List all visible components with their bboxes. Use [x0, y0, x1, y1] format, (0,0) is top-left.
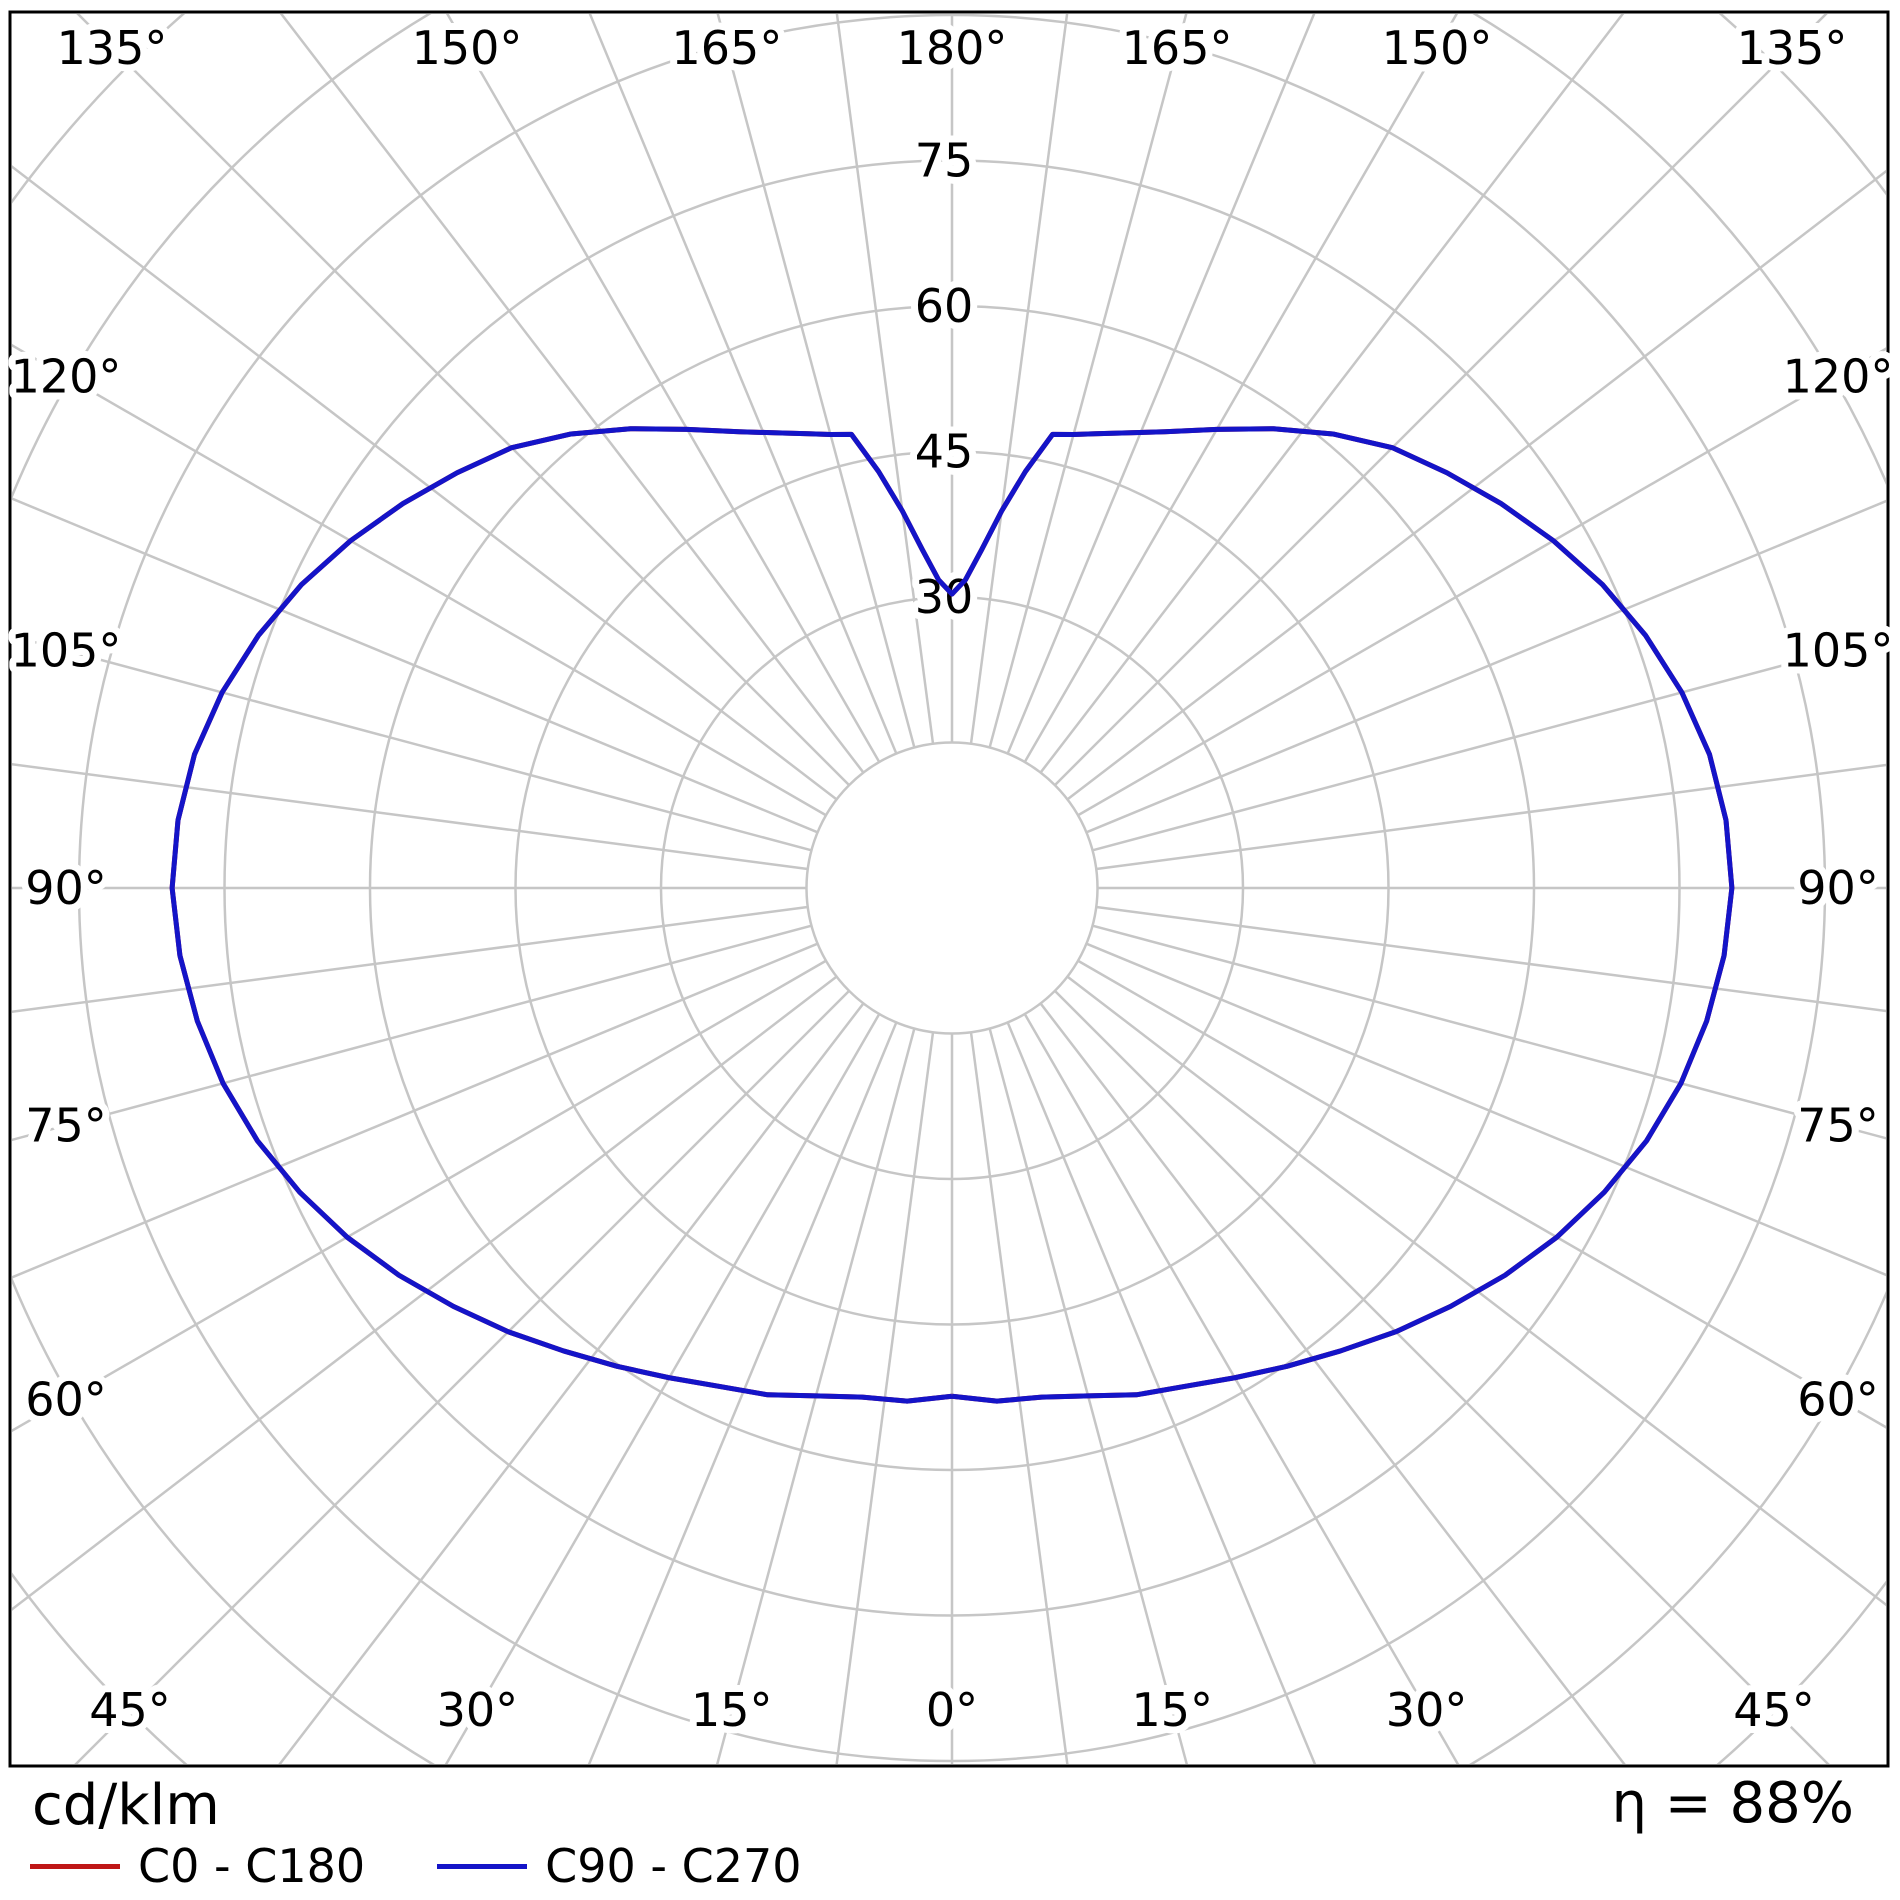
angle-label: 75°: [25, 1098, 107, 1152]
angle-label: 90°: [25, 861, 107, 915]
legend-line-swatch-c0: [30, 1863, 120, 1869]
ring-label: 75: [915, 134, 974, 188]
legend-line-swatch-c90: [437, 1863, 528, 1869]
angle-label: 0°: [926, 1683, 978, 1737]
angle-label: 15°: [1131, 1683, 1213, 1737]
angle-label: 90°: [1797, 861, 1879, 915]
angle-labels: 0° 15° 15° 30° 30° 45° 45° 60° 60° 75° 75° 90° 90° 10…: [4, 14, 1900, 1744]
angle-label: 120°: [11, 349, 122, 403]
angle-label: 60°: [25, 1373, 107, 1427]
angle-label: 30°: [437, 1683, 519, 1737]
angle-label: 135°: [1737, 21, 1848, 75]
angle-label: 120°: [1783, 349, 1894, 403]
legend-item-c90-c270: C90 - C270: [437, 1839, 802, 1893]
ring-label: 45: [915, 425, 974, 479]
ring-label: 60: [915, 279, 974, 333]
angle-label: 60°: [1797, 1373, 1879, 1427]
angle-label: 105°: [1783, 624, 1894, 678]
legend-label-c90: C90 - C270: [545, 1839, 802, 1893]
angle-label: 165°: [672, 21, 783, 75]
efficiency-value: η = 88%: [1611, 1771, 1854, 1836]
units-label: cd/klm: [32, 1773, 220, 1838]
angle-label: 45°: [89, 1683, 171, 1737]
angle-label: 30°: [1386, 1683, 1468, 1737]
angle-label: 135°: [57, 21, 168, 75]
angle-label: 150°: [412, 21, 523, 75]
angle-label: 165°: [1122, 21, 1233, 75]
angle-label: 45°: [1733, 1683, 1815, 1737]
curve-c90-c270: [169, 426, 1735, 1404]
angle-label: 15°: [691, 1683, 773, 1737]
legend-label-c0: C0 - C180: [138, 1839, 366, 1893]
legend: C0 - C180 C90 - C270: [30, 1840, 874, 1892]
angle-label: 180°: [897, 21, 1008, 75]
angle-label: 150°: [1382, 21, 1493, 75]
angle-label: 75°: [1797, 1098, 1879, 1152]
legend-item-c0-c180: C0 - C180: [30, 1843, 365, 1889]
angle-label: 105°: [11, 624, 122, 678]
